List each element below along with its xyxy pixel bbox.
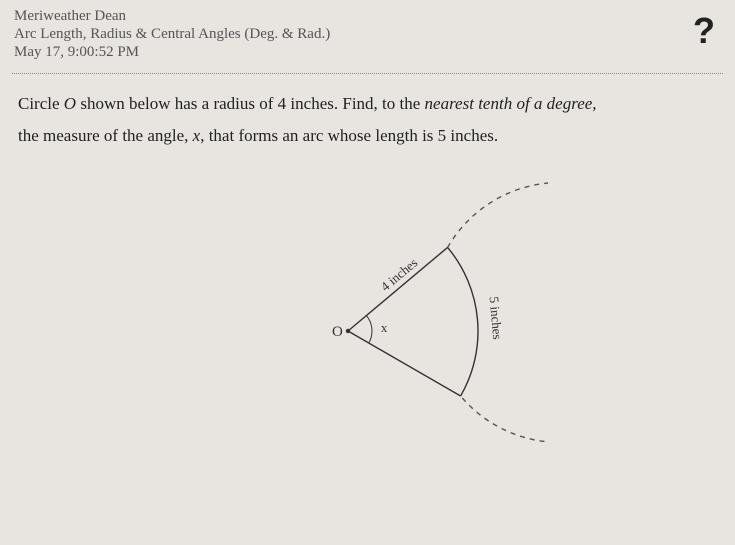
student-name: Meriweather Dean (14, 8, 721, 25)
question-text: Circle O shown below has a radius of 4 i… (0, 88, 735, 153)
timestamp: May 17, 9:00:52 PM (14, 44, 721, 61)
q-text: shown below has a radius of 4 inches. Fi… (76, 94, 424, 113)
q-text: , that forms an arc whose length is 5 in… (200, 126, 498, 145)
topic-title: Arc Length, Radius & Central Angles (Deg… (14, 26, 721, 43)
help-icon[interactable]: ? (693, 10, 715, 52)
header: Meriweather Dean Arc Length, Radius & Ce… (0, 0, 735, 67)
q-text: the measure of the angle, (18, 126, 193, 145)
circle-diagram: Ox4 inches5 inches (188, 181, 548, 491)
svg-text:x: x (380, 319, 387, 334)
svg-text:5 inches: 5 inches (486, 296, 505, 340)
divider (12, 73, 723, 74)
q-var-O: O (64, 94, 76, 113)
diagram: Ox4 inches5 inches (0, 181, 735, 491)
q-emph: nearest tenth of a degree, (425, 94, 597, 113)
svg-text:O: O (332, 324, 343, 340)
q-text: Circle (18, 94, 64, 113)
